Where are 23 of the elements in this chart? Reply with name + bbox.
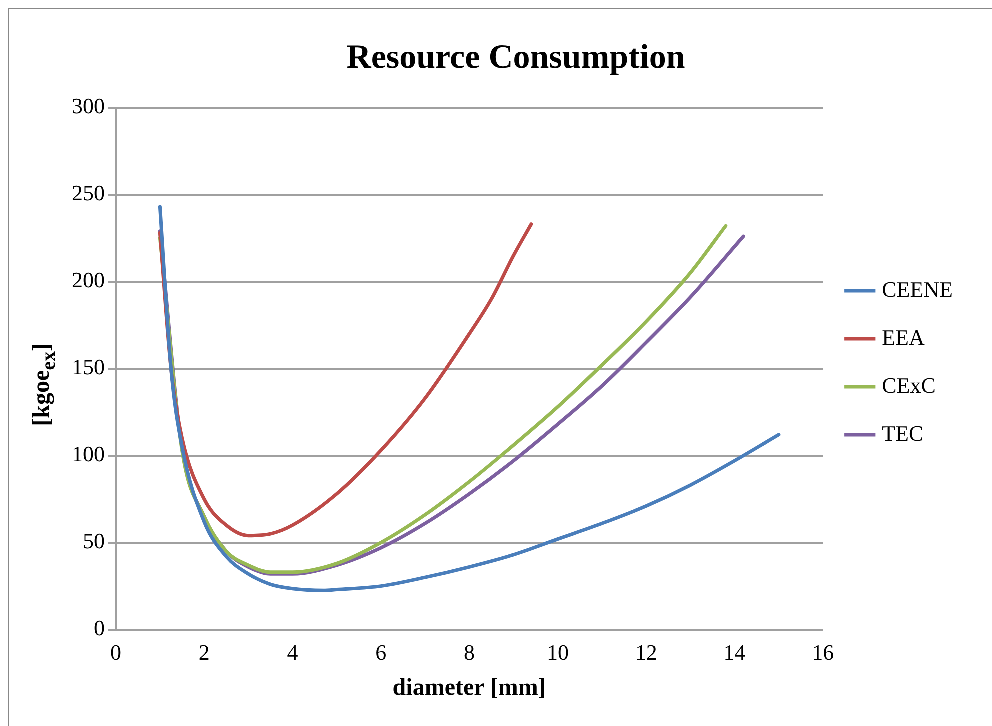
y-tick-label: 0 bbox=[94, 616, 105, 641]
x-tick-label: 6 bbox=[376, 640, 387, 665]
y-tick-label: 150 bbox=[72, 354, 105, 380]
x-tick-label: 4 bbox=[287, 640, 298, 665]
x-tick-label: 14 bbox=[724, 640, 746, 665]
legend-label: TEC bbox=[882, 420, 924, 446]
legend-label: CExC bbox=[882, 372, 936, 398]
chart-title: Resource Consumption bbox=[346, 39, 686, 76]
y-tick-label: 300 bbox=[72, 94, 105, 119]
x-tick-label: 0 bbox=[110, 640, 122, 665]
y-tick-label: 250 bbox=[72, 180, 105, 206]
y-tick-label: 100 bbox=[72, 442, 105, 467]
legend-label: EEA bbox=[882, 324, 925, 350]
x-tick-label: 16 bbox=[812, 640, 834, 665]
x-tick-label: 10 bbox=[546, 640, 569, 665]
x-tick-label: 2 bbox=[198, 640, 210, 665]
x-tick-label: 8 bbox=[464, 640, 476, 665]
y-tick-label: 50 bbox=[83, 528, 105, 554]
y-tick-label: 200 bbox=[72, 268, 105, 293]
line-series bbox=[158, 205, 781, 592]
x-tick-label: 12 bbox=[635, 640, 658, 665]
x-axis-title: diameter [mm] bbox=[392, 674, 546, 701]
legend-label: CEENE bbox=[882, 276, 954, 302]
